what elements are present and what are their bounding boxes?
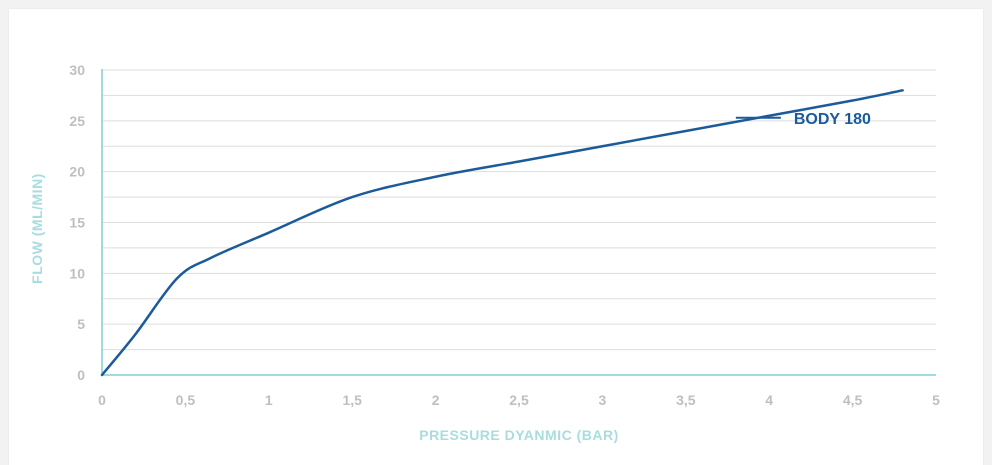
- x-tick-label: 1: [265, 392, 273, 408]
- y-tick-label: 0: [77, 367, 85, 383]
- x-tick-label: 0,5: [176, 392, 196, 408]
- x-tick-label: 3: [599, 392, 607, 408]
- x-tick-label: 2: [432, 392, 440, 408]
- x-tick-label: 1,5: [342, 392, 362, 408]
- x-tick-labels: 0 0,5 1 1,5 2 2,5 3 3,5 4 4,5 5: [98, 392, 940, 408]
- x-tick-label: 5: [932, 392, 940, 408]
- axes: [101, 69, 936, 376]
- x-tick-label: 4: [765, 392, 773, 408]
- x-tick-label: 2,5: [509, 392, 529, 408]
- flow-pressure-chart: 0 5 10 15 20 25 30 0 0,5 1 1,5 2 2,5 3 3,5 4 4,5 5 BODY …: [29, 62, 940, 443]
- series-line: [100, 89, 904, 377]
- y-tick-label: 5: [77, 316, 85, 332]
- series-label: BODY 180: [794, 111, 871, 128]
- y-tick-label: 30: [69, 62, 85, 78]
- x-tick-label: 4,5: [843, 392, 863, 408]
- y-tick-label: 25: [69, 113, 85, 129]
- y-tick-labels: 0 5 10 15 20 25 30: [69, 62, 85, 383]
- y-axis-title: FLOW (ML/MIN): [29, 173, 45, 284]
- x-tick-label: 0: [98, 392, 106, 408]
- y-tick-label: 10: [69, 265, 85, 281]
- y-tick-label: 20: [69, 164, 85, 180]
- grid-lines: [102, 69, 936, 351]
- series-group: BODY 180: [100, 89, 904, 377]
- chart-panel: 0 5 10 15 20 25 30 0 0,5 1 1,5 2 2,5 3 3,5 4 4,5 5 BODY …: [9, 9, 983, 465]
- y-tick-label: 15: [69, 215, 85, 231]
- x-axis-title: PRESSURE DYANMIC (BAR): [419, 427, 619, 443]
- x-tick-label: 3,5: [676, 392, 696, 408]
